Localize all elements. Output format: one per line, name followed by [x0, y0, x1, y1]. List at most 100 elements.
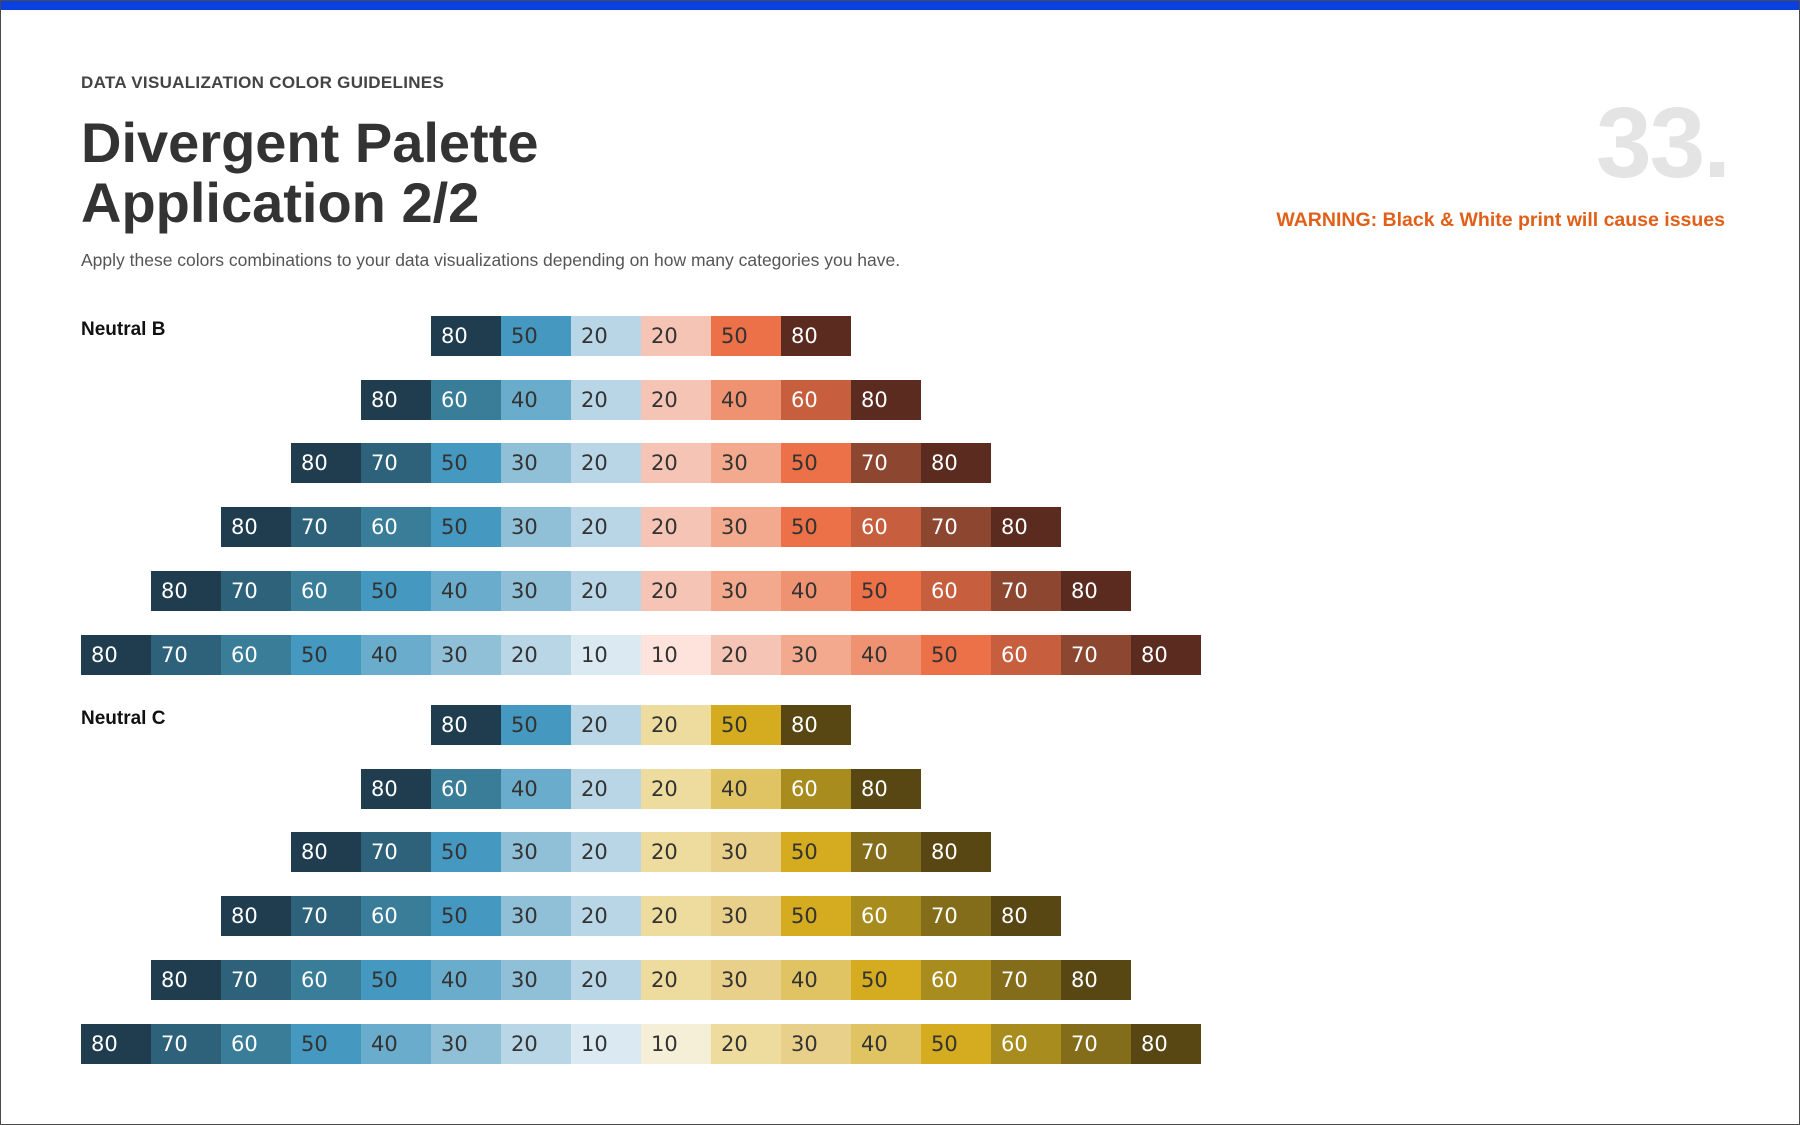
swatch-blue-30: 30 — [501, 960, 571, 1000]
swatch-orange-20: 20 — [641, 507, 711, 547]
swatch-blue-70: 70 — [361, 832, 431, 872]
swatch-blue-80: 80 — [291, 443, 361, 483]
swatch-gold-40: 40 — [851, 1024, 921, 1064]
swatch-orange-30: 30 — [711, 507, 781, 547]
swatch-orange-80: 80 — [781, 316, 851, 356]
swatch-gold-30: 30 — [711, 832, 781, 872]
swatch-blue-20: 20 — [571, 705, 641, 745]
palette-row: 80 70 60 50 30 20 20 30 50 60 70 80 — [221, 896, 1061, 936]
swatch-blue-30: 30 — [501, 896, 571, 936]
swatch-blue-80: 80 — [151, 571, 221, 611]
swatch-blue-80: 80 — [81, 1024, 151, 1064]
section-eyebrow: DATA VISUALIZATION COLOR GUIDELINES — [81, 73, 445, 92]
swatch-blue-40: 40 — [501, 380, 571, 420]
swatch-gold-50: 50 — [781, 896, 851, 936]
swatch-blue-60: 60 — [361, 896, 431, 936]
swatch-blue-70: 70 — [151, 1024, 221, 1064]
swatch-gold-20: 20 — [641, 896, 711, 936]
palette-row: 80 50 20 20 50 80 — [431, 316, 851, 356]
swatch-gold-70: 70 — [1061, 1024, 1131, 1064]
swatch-blue-60: 60 — [291, 960, 361, 1000]
palette-row: 80 70 60 50 30 20 20 30 50 60 70 80 — [221, 507, 1061, 547]
swatch-orange-30: 30 — [711, 571, 781, 611]
swatch-blue-20: 20 — [571, 443, 641, 483]
swatch-orange-70: 70 — [851, 443, 921, 483]
swatch-orange-30: 30 — [711, 443, 781, 483]
swatch-blue-50: 50 — [501, 316, 571, 356]
swatch-orange-10: 10 — [641, 635, 711, 675]
group-label-neutral-b: Neutral B — [81, 319, 166, 340]
page-subtitle: Apply these colors combinations to your … — [81, 250, 901, 270]
page-title: Divergent Palette Application 2/2 — [81, 113, 539, 233]
swatch-orange-50: 50 — [711, 316, 781, 356]
swatch-orange-40: 40 — [711, 380, 781, 420]
swatch-blue-30: 30 — [501, 443, 571, 483]
swatch-gold-40: 40 — [781, 960, 851, 1000]
swatch-orange-80: 80 — [1061, 571, 1131, 611]
group-label-neutral-c: Neutral C — [81, 708, 166, 729]
swatch-orange-20: 20 — [711, 635, 781, 675]
swatch-blue-50: 50 — [291, 1024, 361, 1064]
swatch-gold-40: 40 — [711, 769, 781, 809]
swatch-blue-60: 60 — [221, 635, 291, 675]
swatch-gold-60: 60 — [851, 896, 921, 936]
page-number: 33. — [1595, 87, 1731, 199]
swatch-blue-70: 70 — [221, 571, 291, 611]
swatch-blue-20: 20 — [571, 571, 641, 611]
swatch-blue-40: 40 — [361, 1024, 431, 1064]
swatch-blue-50: 50 — [431, 507, 501, 547]
swatch-orange-70: 70 — [921, 507, 991, 547]
swatch-blue-30: 30 — [501, 507, 571, 547]
swatch-orange-60: 60 — [851, 507, 921, 547]
swatch-blue-80: 80 — [81, 635, 151, 675]
swatch-orange-70: 70 — [991, 571, 1061, 611]
swatch-blue-60: 60 — [361, 507, 431, 547]
swatch-orange-80: 80 — [991, 507, 1061, 547]
palette-row: 80 70 50 30 20 20 30 50 70 80 — [291, 443, 991, 483]
swatch-gold-70: 70 — [851, 832, 921, 872]
palette-row: 80 70 50 30 20 20 30 50 70 80 — [291, 832, 991, 872]
swatch-blue-80: 80 — [221, 896, 291, 936]
swatch-blue-40: 40 — [431, 571, 501, 611]
swatch-blue-80: 80 — [361, 380, 431, 420]
swatch-orange-50: 50 — [851, 571, 921, 611]
swatch-blue-20: 20 — [571, 960, 641, 1000]
swatch-gold-20: 20 — [641, 705, 711, 745]
swatch-orange-60: 60 — [921, 571, 991, 611]
swatch-blue-80: 80 — [151, 960, 221, 1000]
swatch-blue-70: 70 — [221, 960, 291, 1000]
swatch-blue-40: 40 — [501, 769, 571, 809]
page-title-line-1: Divergent Palette — [81, 111, 539, 174]
swatch-blue-60: 60 — [291, 571, 361, 611]
swatch-blue-60: 60 — [221, 1024, 291, 1064]
swatch-gold-30: 30 — [711, 896, 781, 936]
swatch-gold-20: 20 — [641, 769, 711, 809]
accent-top-bar — [1, 1, 1799, 10]
swatch-blue-30: 30 — [501, 832, 571, 872]
swatch-gold-10: 10 — [641, 1024, 711, 1064]
swatch-orange-50: 50 — [921, 635, 991, 675]
swatch-gold-80: 80 — [1061, 960, 1131, 1000]
swatch-orange-80: 80 — [921, 443, 991, 483]
swatch-blue-20: 20 — [571, 896, 641, 936]
swatch-gold-50: 50 — [851, 960, 921, 1000]
swatch-blue-80: 80 — [291, 832, 361, 872]
palette-row: 80 70 60 50 40 30 20 20 30 40 50 60 70 80 — [151, 571, 1131, 611]
swatch-orange-40: 40 — [851, 635, 921, 675]
palette-row: 80 70 60 50 40 30 20 10 10 20 30 40 50 60 70 80 — [81, 635, 1201, 675]
swatch-blue-50: 50 — [291, 635, 361, 675]
swatch-blue-60: 60 — [431, 769, 501, 809]
swatch-blue-20: 20 — [571, 507, 641, 547]
swatch-blue-10: 10 — [571, 1024, 641, 1064]
swatch-blue-20: 20 — [571, 769, 641, 809]
swatch-blue-50: 50 — [361, 571, 431, 611]
swatch-blue-50: 50 — [361, 960, 431, 1000]
swatch-gold-20: 20 — [641, 960, 711, 1000]
swatch-blue-20: 20 — [501, 635, 571, 675]
swatch-blue-80: 80 — [361, 769, 431, 809]
swatch-blue-30: 30 — [431, 1024, 501, 1064]
swatch-orange-20: 20 — [641, 443, 711, 483]
swatch-gold-60: 60 — [921, 960, 991, 1000]
swatch-blue-70: 70 — [291, 507, 361, 547]
swatch-gold-20: 20 — [641, 832, 711, 872]
